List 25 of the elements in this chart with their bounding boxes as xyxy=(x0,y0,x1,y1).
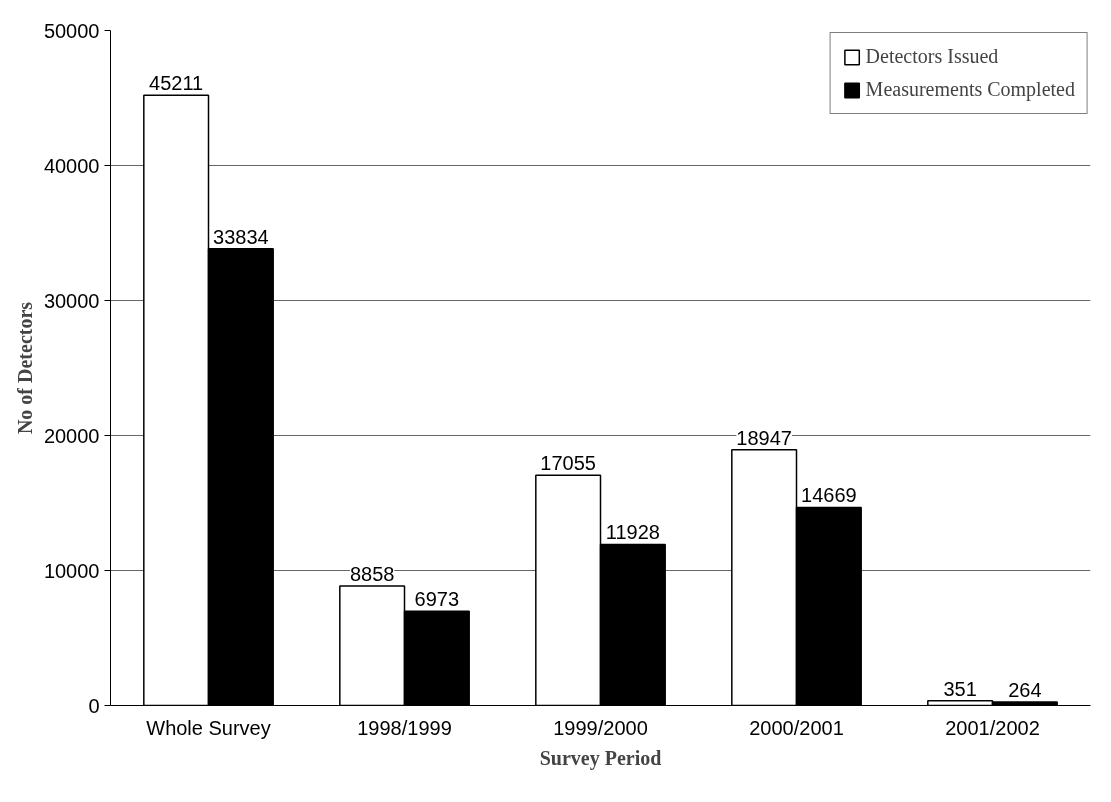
data-label: 33834 xyxy=(213,225,269,248)
data-label: 45211 xyxy=(149,72,204,95)
legend-label: Measurements Completed xyxy=(865,78,1075,101)
data-label: 8858 xyxy=(349,562,395,585)
y-tick-label: 30000 xyxy=(43,289,100,312)
data-label: 11928 xyxy=(605,521,660,544)
x-tick-label: 1999/2000 xyxy=(553,716,648,739)
data-label: 18947 xyxy=(736,426,792,449)
data-label: 17055 xyxy=(540,452,596,475)
x-tick-label: 1998/1999 xyxy=(357,716,452,739)
data-label: 14669 xyxy=(801,484,857,507)
x-tick-label: 2000/2001 xyxy=(749,716,844,739)
y-tick-label: 50000 xyxy=(43,19,100,42)
x-axis-title: Survey Period xyxy=(539,746,662,770)
y-tick-label: 10000 xyxy=(43,559,100,582)
data-label: 264 xyxy=(1008,678,1042,701)
y-tick-label: 40000 xyxy=(43,154,100,177)
legend-label: Detectors Issued xyxy=(865,45,999,68)
data-label: 6973 xyxy=(414,588,460,611)
y-tick-label: 0 xyxy=(88,694,100,717)
y-tick-label: 20000 xyxy=(43,424,100,447)
x-tick-label: Whole Survey xyxy=(146,716,271,739)
data-label: 351 xyxy=(943,677,977,700)
y-axis-title: No of Detectors xyxy=(13,301,36,435)
x-tick-label: 2001/2002 xyxy=(945,716,1040,739)
